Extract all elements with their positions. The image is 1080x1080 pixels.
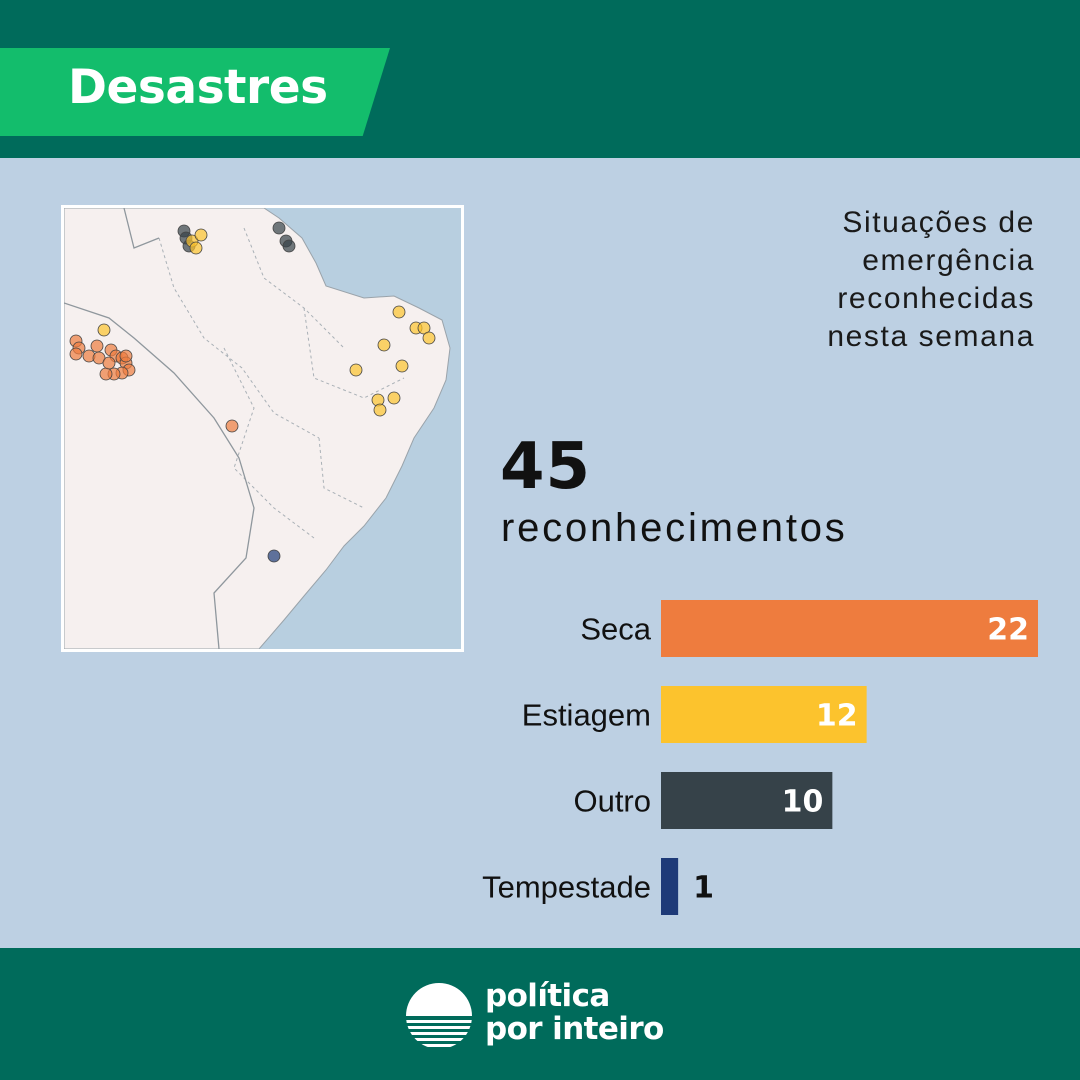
category-label: Estiagem xyxy=(522,698,651,733)
map-point-seca xyxy=(102,356,116,370)
map-point-seca xyxy=(69,347,83,361)
map-point-outro xyxy=(282,239,296,253)
map-point-estiagem xyxy=(422,331,436,345)
section-tag xyxy=(0,48,390,136)
map-point-estiagem xyxy=(349,363,363,377)
map-points xyxy=(69,221,436,563)
land xyxy=(64,208,451,649)
section-title: Desastres xyxy=(68,60,328,115)
map-point-estiagem xyxy=(189,241,203,255)
value-label: 12 xyxy=(816,699,858,734)
map-point-estiagem xyxy=(194,228,208,242)
bar-estiagem xyxy=(661,686,867,743)
sun-horizon-icon xyxy=(406,983,472,1047)
map-point-estiagem xyxy=(373,403,387,417)
value-label: 10 xyxy=(782,785,824,820)
map-point-estiagem xyxy=(395,359,409,373)
map-point-estiagem xyxy=(97,323,111,337)
subtitle-line: Situações de xyxy=(842,206,1035,239)
brazil-map xyxy=(61,205,464,652)
bar-outro xyxy=(661,772,833,829)
total-label: reconhecimentos xyxy=(501,506,848,550)
bar-chart: Seca 22 Estiagem 12 Outro 10 Tempestade 1 xyxy=(482,600,1038,915)
total-count: 45 xyxy=(500,430,592,504)
logo-line2: por inteiro xyxy=(485,1011,664,1047)
value-label: 22 xyxy=(987,613,1029,648)
map-svg xyxy=(64,208,461,649)
category-label: Outro xyxy=(573,784,651,819)
category-label: Tempestade xyxy=(482,870,651,905)
country-borders xyxy=(64,208,255,649)
map-point-outro xyxy=(272,221,286,235)
subtitle-line: reconhecidas xyxy=(837,282,1035,315)
map-point-seca xyxy=(90,339,104,353)
logo-line1: política xyxy=(485,978,610,1014)
state-borders xyxy=(158,227,405,539)
bar-tempestade xyxy=(661,858,679,915)
value-label: 1 xyxy=(693,871,714,906)
map-point-estiagem xyxy=(417,321,431,335)
subtitle: Situações de emergência reconhecidas nes… xyxy=(675,204,1035,356)
map-point-estiagem xyxy=(392,305,406,319)
map-point-seca xyxy=(119,349,133,363)
category-label: Seca xyxy=(580,612,651,647)
map-point-seca xyxy=(92,351,106,365)
subtitle-line: emergência xyxy=(862,244,1035,277)
footer-band xyxy=(0,948,1080,1080)
map-point-seca xyxy=(99,367,113,381)
map-point-seca xyxy=(225,419,239,433)
logo-wordmark: política por inteiro xyxy=(485,980,664,1046)
map-point-tempestade xyxy=(267,549,281,563)
map-point-estiagem xyxy=(387,391,401,405)
bar-seca xyxy=(661,600,1038,657)
map-point-estiagem xyxy=(377,338,391,352)
subtitle-line: nesta semana xyxy=(827,320,1035,353)
